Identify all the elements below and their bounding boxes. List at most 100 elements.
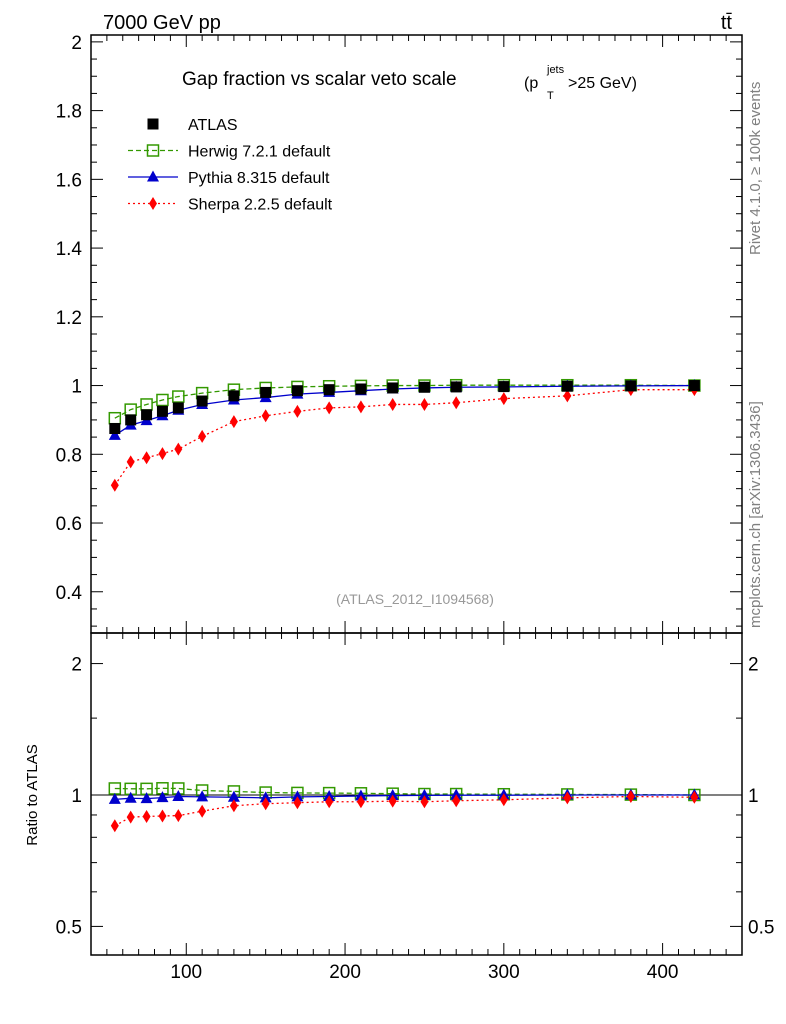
legend-marker-herwig (146, 144, 160, 157)
ratio-series-pythia (108, 788, 701, 804)
legend-label-herwig: Herwig 7.2.1 default (188, 144, 331, 161)
ratio-point-sherpa (229, 799, 238, 813)
main-y-tick-label: 0.6 (56, 514, 82, 535)
main-point-atlas (196, 395, 208, 407)
main-point-sherpa (293, 404, 302, 418)
ratio-point-sherpa (174, 809, 183, 823)
ratio-y-axis-label: Ratio to ATLAS (24, 744, 41, 845)
chart-title-main: Gap fraction vs scalar veto scale (182, 69, 457, 90)
main-point-atlas (156, 405, 168, 417)
ratio-point-pythia (124, 791, 137, 803)
ratio-point-sherpa (325, 795, 334, 809)
mcplots-label: mcplots.cern.ch [arXiv:1306.3436] (747, 401, 764, 628)
main-point-sherpa (356, 400, 365, 414)
legend-marker-sherpa (149, 197, 157, 210)
ratio-line-herwig (114, 787, 695, 796)
main-point-herwig (172, 390, 185, 403)
ratio-point-sherpa (198, 804, 207, 818)
ratio-panel-frame (90, 632, 743, 956)
ratio-point-sherpa (261, 797, 270, 811)
analysis-id-label: (ATLAS_2012_I1094568) (336, 591, 494, 607)
main-point-atlas (172, 402, 184, 414)
ratio-point-pythia (172, 790, 185, 802)
main-y-tick-label: 0.4 (56, 583, 83, 604)
main-point-sherpa (563, 389, 572, 403)
x-tick-label: 200 (329, 962, 361, 983)
legend-label-sherpa: Sherpa 2.2.5 default (188, 197, 333, 214)
ratio-axis-ticks: 0.5 0.5 1 1 2 2 100 200 300 400 (56, 633, 774, 983)
main-point-atlas (450, 381, 462, 393)
main-point-sherpa (142, 451, 151, 465)
main-y-tick-label: 2 (71, 33, 82, 54)
ratio-point-pythia (196, 790, 209, 802)
chart-title-suffix-open: (p (524, 75, 538, 92)
ratio-y-tick-label-right: 0.5 (748, 917, 774, 938)
x-tick-label: 400 (647, 962, 679, 983)
main-point-atlas (125, 414, 137, 426)
ratio-point-sherpa (158, 809, 167, 823)
main-point-atlas (109, 423, 121, 435)
ratio-point-sherpa (388, 794, 397, 808)
main-point-sherpa (229, 415, 238, 429)
main-point-sherpa (261, 409, 270, 423)
chart-title-suffix-sup: jets (546, 64, 565, 76)
ratio-point-sherpa (626, 790, 635, 804)
ratio-point-pythia (140, 792, 153, 804)
ratio-y-tick-label-right: 2 (748, 655, 759, 676)
main-point-herwig (156, 393, 169, 407)
main-point-atlas (228, 390, 240, 402)
ratio-y-tick-label-left: 0.5 (56, 917, 82, 938)
main-point-sherpa (126, 455, 135, 469)
ratio-point-sherpa (563, 791, 572, 805)
main-point-atlas (498, 381, 510, 393)
main-point-sherpa (499, 392, 508, 406)
main-point-atlas (625, 380, 637, 392)
ratio-point-pythia (156, 791, 169, 803)
ratio-point-sherpa (293, 796, 302, 810)
main-line-herwig (114, 384, 695, 419)
main-point-sherpa (198, 429, 207, 443)
main-y-tick-label: 1.8 (56, 102, 82, 123)
main-point-atlas (141, 409, 153, 421)
chart-title: Gap fraction vs scalar veto scale (182, 69, 457, 90)
main-point-atlas (291, 385, 303, 397)
legend-label-pythia: Pythia 8.315 default (188, 170, 330, 187)
main-y-tick-label: 0.8 (56, 445, 82, 466)
series-layer (108, 378, 701, 833)
ratio-point-sherpa (499, 793, 508, 807)
legend-entry-sherpa: Sherpa 2.2.5 default (128, 197, 333, 214)
ratio-point-pythia (354, 789, 367, 801)
legend-entry-atlas: ATLAS (147, 117, 238, 134)
ratio-point-pythia (418, 788, 431, 800)
main-axis-ticks: 0.4 0.6 0.8 1 1.2 1.4 1.6 1.8 2 (56, 33, 742, 633)
ratio-y-tick-label-left: 2 (71, 655, 82, 676)
main-point-sherpa (452, 396, 461, 410)
main-point-atlas (387, 382, 399, 394)
ratio-point-sherpa (126, 810, 135, 824)
main-point-sherpa (325, 401, 334, 415)
x-tick-label: 300 (488, 962, 520, 983)
chart-title-suffix-close: >25 GeV) (568, 75, 637, 92)
ratio-line-sherpa (114, 795, 695, 827)
main-y-tick-label: 1.6 (56, 170, 82, 191)
ratio-series-sherpa (110, 790, 699, 833)
ratio-point-pythia (291, 790, 304, 802)
main-y-tick-label: 1.4 (56, 239, 83, 260)
ratio-point-pythia (259, 791, 272, 803)
ratio-point-sherpa (420, 795, 429, 809)
main-series-atlas (109, 380, 700, 435)
main-point-atlas (688, 380, 700, 392)
main-point-sherpa (158, 447, 167, 461)
x-tick-label: 100 (170, 962, 202, 983)
ratio-y-tick-label-right: 1 (748, 786, 759, 807)
ratio-point-sherpa (452, 794, 461, 808)
ratio-point-pythia (450, 788, 463, 800)
ratio-series-herwig (108, 782, 701, 802)
main-line-sherpa (114, 389, 695, 486)
main-point-pythia (108, 428, 121, 440)
ratio-point-sherpa (110, 819, 119, 833)
legend-marker-pythia (147, 170, 159, 182)
main-point-atlas (260, 386, 272, 398)
main-point-atlas (323, 384, 335, 396)
